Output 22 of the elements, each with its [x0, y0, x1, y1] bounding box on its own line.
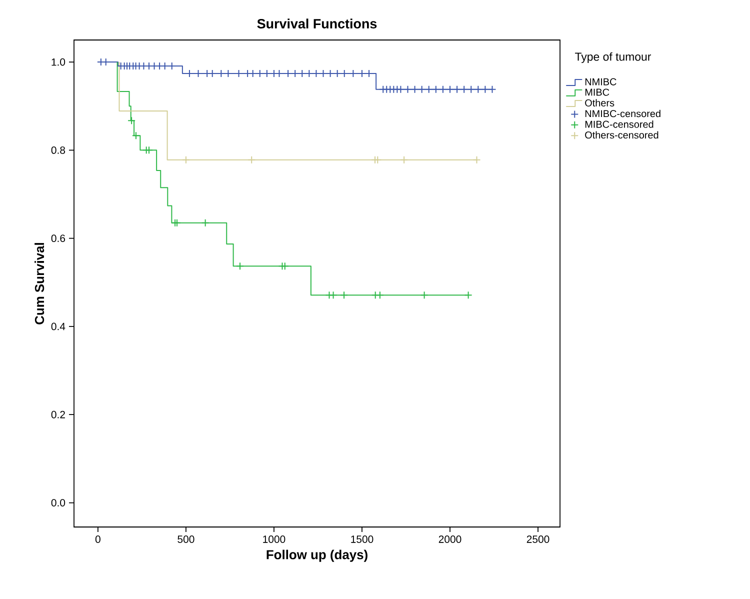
x-axis-title: Follow up (days)	[266, 550, 368, 562]
x-tick-label: 0	[95, 536, 100, 543]
legend-label: MIBC	[585, 88, 610, 96]
legend-label: NMIBC-censored	[585, 110, 660, 118]
x-tick-label: 1500	[351, 536, 374, 543]
legend-label: NMIBC	[585, 78, 616, 86]
y-tick-label: 0.4	[51, 322, 66, 330]
legend-label: Others-censored	[585, 131, 658, 139]
y-tick-label: 1.0	[52, 58, 66, 66]
y-axis-title: Cum Survival	[34, 243, 44, 324]
y-tick-label: 0.6	[51, 234, 66, 242]
y-tick-label: 0.0	[51, 499, 66, 506]
x-tick-label: 1000	[263, 536, 286, 543]
chart-title: Survival Functions	[257, 18, 377, 28]
x-tick-label: 500	[178, 536, 194, 543]
x-tick-label: 2500	[526, 536, 550, 543]
legend-title: Type of tumour	[575, 52, 651, 64]
y-tick-label: 0.8	[51, 146, 66, 154]
y-tick-label: 0.2	[51, 410, 65, 418]
legend-label: Others	[585, 99, 614, 106]
x-tick-label: 2000	[438, 536, 462, 543]
legend-label: MIBC-censored	[585, 120, 654, 128]
